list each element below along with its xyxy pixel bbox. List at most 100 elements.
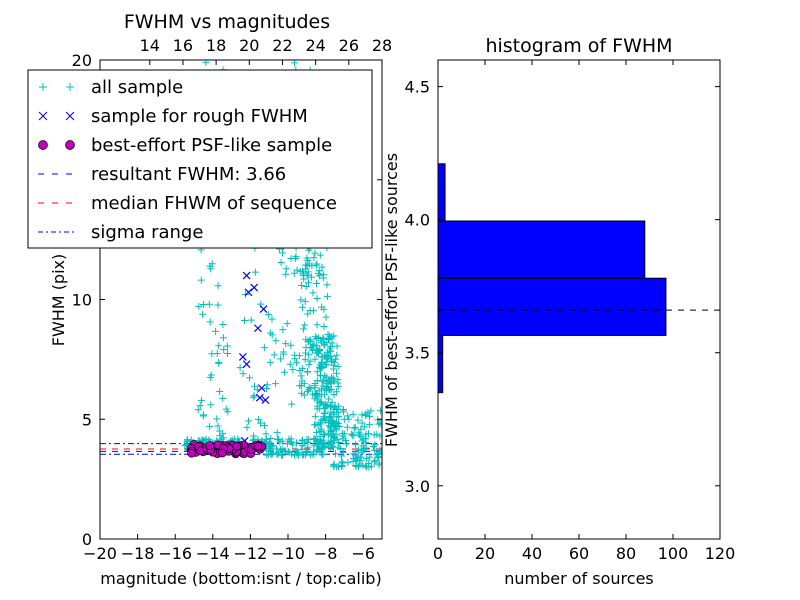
scatter-panel: −20 −18 −16 −14 −12 −10 −8 −6 0 5 10 20 14 16 18 20 22 24… (27, 11, 392, 588)
all-sample-point (373, 430, 381, 438)
all-sample-point (282, 340, 290, 348)
all-sample-point (358, 437, 366, 445)
all-sample-point (251, 268, 259, 276)
psf-sample-point (217, 448, 227, 458)
all-sample-point (206, 373, 214, 381)
x-tick-label: −12 (234, 544, 268, 563)
hist-y-tick-label: 3.0 (405, 477, 430, 496)
all-sample-point (316, 251, 324, 259)
legend: all sample sample for rough FWHM best-effo… (27, 69, 373, 249)
all-sample-point (303, 254, 311, 262)
all-sample-point (344, 458, 352, 466)
all-sample-point (291, 60, 299, 67)
y-tick-label: 10 (72, 291, 92, 310)
all-sample-point (338, 432, 346, 440)
all-sample-point (333, 369, 341, 377)
all-sample-point (305, 351, 313, 359)
all-sample-point (371, 457, 379, 465)
histogram-bar (438, 220, 646, 279)
all-sample-point (362, 438, 370, 446)
all-sample-point (196, 402, 204, 410)
x-tick-label: −8 (314, 544, 338, 563)
all-sample-point (308, 346, 316, 354)
all-sample-point (239, 370, 247, 378)
all-sample-point (293, 450, 301, 458)
all-sample-point (317, 398, 325, 406)
all-sample-point (318, 391, 326, 399)
all-sample-point (287, 341, 295, 349)
all-sample-point (268, 450, 276, 458)
all-sample-point (338, 462, 346, 470)
rough-sample-point (250, 283, 259, 292)
all-sample-point (306, 357, 314, 365)
all-sample-point (326, 427, 334, 435)
histogram-y-label: FWHM of best-effort PSF-like sources (382, 153, 401, 447)
all-sample-point (348, 430, 356, 438)
all-sample-point (354, 416, 362, 424)
all-sample-point (302, 283, 310, 291)
rough-sample-point (238, 353, 247, 361)
all-sample-point (324, 380, 332, 388)
all-sample-point (274, 436, 282, 444)
all-sample-point (297, 296, 305, 304)
all-sample-point (297, 445, 305, 453)
all-sample-point (313, 368, 321, 376)
all-sample-point (310, 254, 318, 262)
all-sample-point (322, 387, 330, 395)
psf-sample-point (232, 441, 242, 451)
all-sample-point (373, 451, 381, 459)
all-sample-point (360, 444, 368, 452)
all-sample-point (298, 436, 306, 444)
hist-y-tick-label: 4.5 (405, 78, 430, 97)
all-sample-point (313, 260, 321, 268)
top-x-tick-label: 18 (206, 36, 226, 55)
all-sample-point (350, 455, 358, 463)
all-sample-point (324, 330, 332, 338)
all-sample-point (289, 441, 297, 449)
all-sample-point (345, 415, 353, 423)
all-sample-point (313, 294, 321, 302)
all-sample-point (335, 439, 343, 447)
all-sample-point (313, 377, 321, 385)
all-sample-point (326, 386, 334, 394)
all-sample-point (301, 261, 309, 269)
all-sample-point (305, 361, 313, 369)
all-sample-point (309, 289, 317, 297)
all-sample-point (343, 423, 351, 431)
all-sample-point (324, 383, 332, 391)
legend-label: sigma range (91, 222, 203, 243)
all-sample-point (365, 421, 373, 429)
all-sample-point (243, 423, 251, 431)
legend-marker (65, 111, 75, 121)
all-sample-point (297, 281, 305, 289)
all-sample-point (269, 442, 277, 450)
all-sample-point (310, 448, 318, 456)
hist-x-tick-label: 80 (616, 544, 636, 563)
all-sample-point (283, 320, 291, 328)
all-sample-point (313, 446, 321, 454)
all-sample-point (224, 350, 232, 358)
x-tick-label: −18 (121, 544, 155, 563)
all-sample-point (214, 301, 222, 309)
all-sample-point (361, 423, 369, 431)
all-sample-point (277, 258, 285, 266)
all-sample-point (303, 368, 311, 376)
all-sample-point (316, 364, 324, 372)
all-sample-point (236, 364, 244, 372)
all-sample-point (224, 408, 232, 416)
all-sample-point (266, 441, 274, 449)
all-sample-point (324, 351, 332, 359)
all-sample-point (333, 342, 341, 350)
all-sample-point (215, 358, 223, 366)
all-sample-point (313, 390, 321, 398)
all-sample-point (250, 392, 258, 400)
histogram-panel: 0 20 40 60 80 100 120 3.0 3.5 4.0 4.5 histogram of… (382, 35, 735, 588)
top-x-tick-label: 28 (372, 36, 392, 55)
all-sample-point (206, 318, 214, 326)
top-x-tick-label: 16 (173, 36, 193, 55)
all-sample-point (199, 300, 207, 308)
all-sample-point (292, 439, 300, 447)
top-x-tick-label: 22 (272, 36, 292, 55)
all-sample-point (328, 357, 336, 365)
